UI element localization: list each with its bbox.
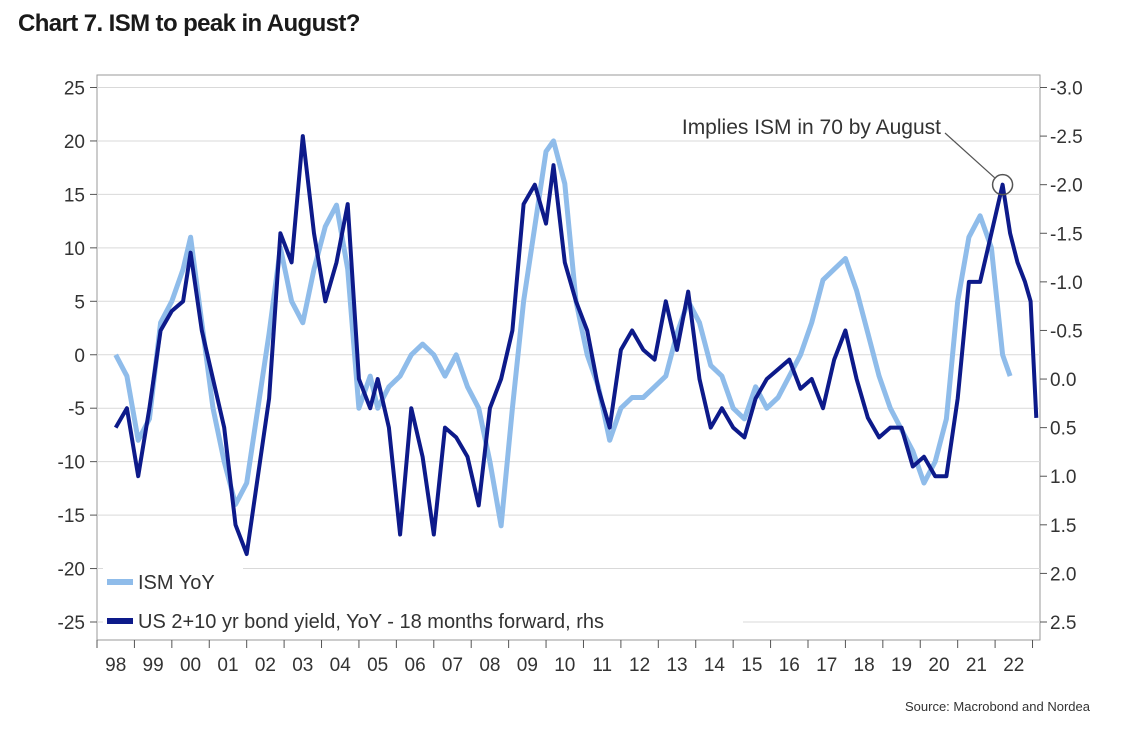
x-tick-label: 12 [629, 655, 650, 676]
x-tick-label: 20 [928, 655, 949, 676]
x-tick-label: 14 [704, 655, 726, 676]
legend-bond-label: US 2+10 yr bond yield, YoY - 18 months f… [138, 611, 604, 633]
ism-yoy-series [113, 138, 1013, 529]
x-tick-label: 08 [479, 655, 500, 676]
x-tick-label: 22 [1003, 655, 1024, 676]
x-tick-label: 10 [554, 655, 575, 676]
left-tick-label: -15 [58, 506, 85, 527]
x-tick-label: 21 [966, 655, 987, 676]
x-tick-label: 09 [517, 655, 538, 676]
x-tick-label: 18 [854, 655, 875, 676]
left-tick-label: 15 [64, 185, 85, 206]
left-tick-label: -20 [58, 560, 85, 581]
right-tick-label: 0.5 [1050, 419, 1076, 440]
x-tick-label: 16 [779, 655, 800, 676]
annotation-line [944, 132, 995, 179]
left-tick-label: 25 [64, 79, 85, 100]
plot-frame [96, 74, 1041, 641]
x-tick-label: 03 [292, 655, 313, 676]
x-tick-label: 07 [442, 655, 463, 676]
x-tick-label: 13 [666, 655, 687, 676]
source-note: Source: Macrobond and Nordea [904, 699, 1090, 714]
right-tick-label: 2.0 [1050, 564, 1076, 585]
left-tick-label: -10 [58, 453, 85, 474]
right-tick-label: -1.0 [1050, 273, 1083, 294]
x-tick-label: 00 [180, 655, 201, 676]
x-tick-label: 15 [741, 655, 762, 676]
x-tick-label: 11 [592, 655, 612, 676]
right-tick-label: -2.0 [1050, 176, 1083, 197]
x-tick-label: 06 [405, 655, 426, 676]
right-tick-label: -2.5 [1050, 127, 1083, 148]
left-tick-label: 0 [74, 346, 85, 367]
chart-title: Chart 7. ISM to peak in August? [18, 10, 360, 37]
x-tick-label: 99 [143, 655, 164, 676]
right-tick-label: 1.0 [1050, 467, 1076, 488]
left-tick-label: -5 [68, 399, 85, 420]
left-tick-label: -25 [58, 613, 85, 634]
legend-ism-label: ISM YoY [138, 572, 215, 594]
x-tick-label: 02 [255, 655, 276, 676]
x-tick-label: 01 [217, 655, 238, 676]
x-tick-label: 98 [105, 655, 126, 676]
left-tick-label: 20 [64, 132, 85, 153]
x-tick-label: 19 [891, 655, 912, 676]
annotation-text: Implies ISM in 70 by August [682, 116, 941, 139]
annotation-circle [991, 173, 1014, 196]
right-tick-label: -0.5 [1050, 321, 1083, 342]
right-tick-label: 1.5 [1050, 516, 1076, 537]
left-tick-label: 5 [74, 292, 85, 313]
right-tick-label: 0.0 [1050, 370, 1076, 391]
legend-bg [103, 605, 743, 633]
right-tick-label: -3.0 [1050, 79, 1083, 100]
right-tick-label: -1.5 [1050, 224, 1083, 245]
x-tick-label: 04 [330, 655, 352, 676]
bond-yield-series [113, 134, 1039, 556]
left-tick-label: 10 [64, 239, 85, 260]
x-tick-label: 05 [367, 655, 388, 676]
x-tick-label: 17 [816, 655, 837, 676]
right-tick-label: 2.5 [1050, 613, 1076, 634]
